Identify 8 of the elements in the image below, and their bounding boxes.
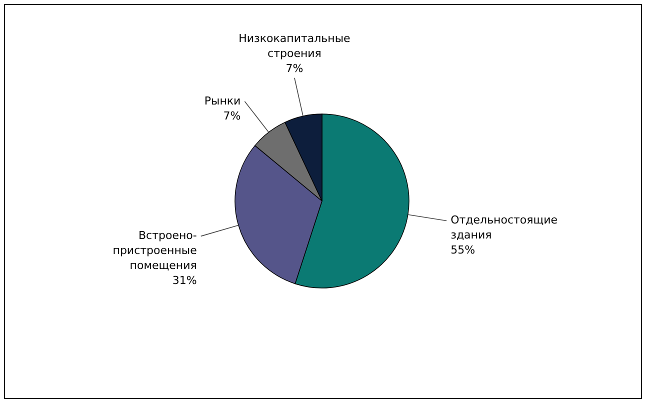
slice-label: Отдельностоящие здания — [450, 214, 558, 242]
slice-label: Низкокапитальные строения — [238, 32, 351, 60]
data-label: 7% — [286, 62, 304, 75]
data-label: 31% — [172, 274, 197, 288]
data-label: 55% — [450, 244, 476, 257]
data-label: 7% — [223, 109, 241, 122]
slice-label: Встроено-пристроенные помещения — [112, 229, 198, 272]
slice-label: Рынки — [204, 94, 241, 108]
